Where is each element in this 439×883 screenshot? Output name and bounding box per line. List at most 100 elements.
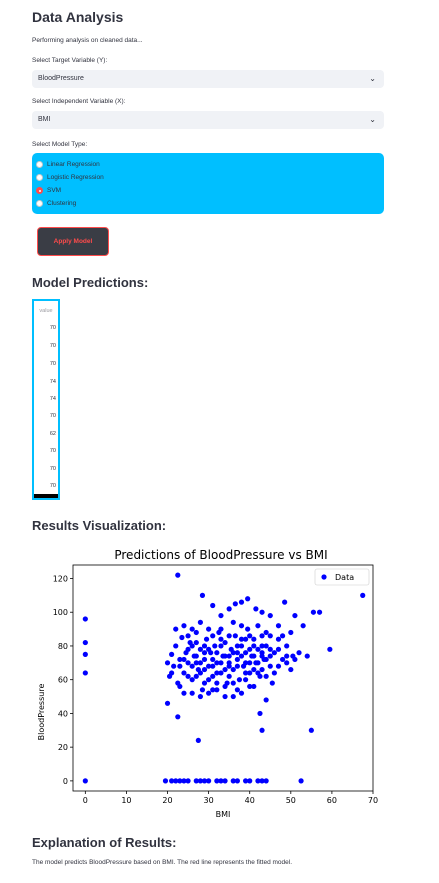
data-point <box>177 656 183 663</box>
chevron-down-icon: ⌄ <box>369 74 376 83</box>
data-point <box>169 778 175 784</box>
data-point <box>255 623 261 629</box>
y-tick-label: 120 <box>53 574 68 583</box>
data-point <box>214 680 220 686</box>
data-point <box>193 653 199 659</box>
table-cell: 70 <box>49 448 56 454</box>
data-point <box>300 623 306 629</box>
data-point <box>206 778 212 784</box>
data-point <box>173 643 179 649</box>
data-point <box>263 697 269 703</box>
y-tick-label: 60 <box>58 676 68 685</box>
data-point <box>197 660 203 666</box>
y-tick-label: 100 <box>53 608 68 617</box>
data-point <box>263 656 269 663</box>
data-point <box>206 626 212 632</box>
data-point <box>218 636 224 642</box>
data-point <box>316 609 323 615</box>
data-point <box>282 599 288 605</box>
data-point <box>247 670 253 676</box>
data-point <box>175 714 181 720</box>
data-point <box>267 663 273 669</box>
radio-linear-regression[interactable]: Linear Regression <box>36 158 100 170</box>
table-header: value <box>39 308 53 314</box>
data-point <box>234 656 240 663</box>
model-type-radio-group: Linear Regression Logistic Regression SV… <box>32 153 384 214</box>
data-point <box>210 663 216 669</box>
table-cell: 70 <box>49 413 56 419</box>
data-point <box>222 666 228 673</box>
data-point <box>255 778 261 784</box>
data-point <box>226 633 232 639</box>
data-point <box>214 650 220 656</box>
data-point <box>360 592 366 598</box>
data-point <box>255 670 261 676</box>
data-point <box>214 687 220 693</box>
data-point <box>206 646 212 652</box>
data-point <box>251 683 257 690</box>
data-point <box>210 602 216 609</box>
data-point <box>288 629 294 636</box>
data-point <box>251 666 257 673</box>
legend-marker <box>321 574 327 580</box>
predictions-table[interactable]: value 70 70 70 74 74 70 62 70 70 70 <box>32 299 60 500</box>
data-point <box>263 673 269 679</box>
table-cell: 74 <box>49 379 56 385</box>
data-point <box>214 670 220 676</box>
data-point <box>284 643 290 649</box>
data-point <box>169 651 175 657</box>
data-point <box>185 660 191 666</box>
data-point <box>193 778 199 784</box>
x-axis-label: BMI <box>216 810 231 819</box>
radio-svm[interactable]: SVM <box>36 184 61 196</box>
x-tick-label: 30 <box>204 796 214 805</box>
x-tick-label: 20 <box>162 796 172 805</box>
radio-clustering[interactable]: Clustering <box>36 197 76 209</box>
data-point <box>189 626 195 632</box>
explanation-text: The model predicts BloodPressure based o… <box>32 859 293 866</box>
data-point <box>181 778 187 784</box>
data-point <box>201 680 208 686</box>
data-point <box>199 687 206 693</box>
x-tick-label: 10 <box>121 796 131 805</box>
data-point <box>259 643 265 649</box>
data-point <box>193 660 199 666</box>
data-point <box>181 690 187 696</box>
data-point <box>206 677 212 683</box>
data-point <box>181 670 187 676</box>
data-point <box>226 663 232 669</box>
x-tick-label: 50 <box>286 796 296 805</box>
data-point <box>251 653 257 659</box>
data-point <box>275 646 282 652</box>
data-point <box>255 660 261 666</box>
data-point <box>218 612 224 619</box>
target-variable-label: Select Target Variable (Y): <box>32 57 108 64</box>
radio-label: Linear Regression <box>47 160 100 168</box>
data-point <box>247 778 253 784</box>
table-scrollbar[interactable] <box>34 494 58 498</box>
data-point <box>230 680 236 686</box>
data-point <box>169 670 175 676</box>
data-point <box>275 636 282 642</box>
radio-logistic-regression[interactable]: Logistic Regression <box>36 171 104 183</box>
data-point <box>243 778 249 784</box>
data-point <box>173 626 179 632</box>
data-point <box>218 670 224 676</box>
table-cell: 70 <box>49 466 56 472</box>
data-point <box>222 639 228 646</box>
legend-label: Data <box>335 573 354 582</box>
data-point <box>275 663 282 669</box>
independent-variable-select[interactable]: BMI ⌄ <box>32 111 384 129</box>
target-variable-select[interactable]: BloodPressure ⌄ <box>32 70 384 88</box>
legend-box <box>314 568 370 586</box>
radio-selected-icon <box>36 186 43 194</box>
apply-model-button[interactable]: Apply Model <box>37 227 109 256</box>
data-point <box>234 650 240 656</box>
data-point <box>245 596 251 602</box>
data-point <box>177 683 183 690</box>
data-point <box>247 646 253 652</box>
data-point <box>82 778 88 784</box>
scatter-chart: Predictions of BloodPressure vs BMI 0 10 2… <box>28 538 384 828</box>
data-point <box>222 653 228 659</box>
data-point <box>214 660 220 666</box>
